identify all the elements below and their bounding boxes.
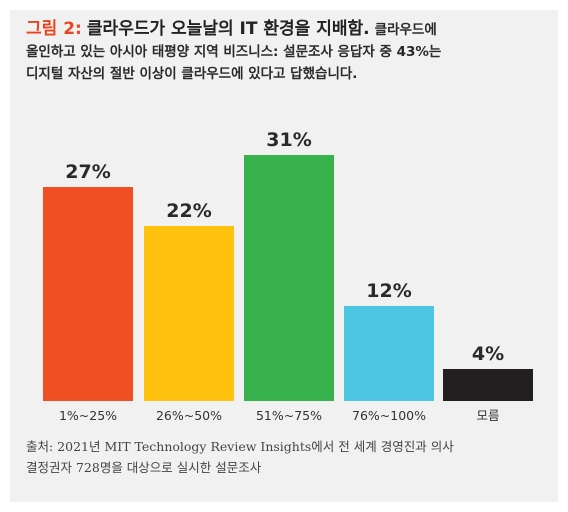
bar-5 [443,369,533,401]
figure-body-line-1: 클라우드에 [374,22,437,38]
data-label-5: 4% [472,343,504,365]
figure-title: 그림 2: 클라우드가 오늘날의 IT 환경을 지배함. 클라우드에 올인하고 … [26,18,526,85]
data-label-2: 22% [166,200,211,222]
category-label-5: 모름 [476,408,499,423]
source-line-2: 결정권자 728명을 대상으로 실시한 설문조사 [26,460,262,475]
category-label-3: 51%~75% [256,408,322,423]
bar-1 [43,187,133,401]
category-label-1: 1%~25% [59,408,117,423]
data-label-4: 12% [366,280,411,302]
bar-3 [244,155,334,401]
figure-body-line-3: 디지털 자산의 절반 이상이 클라우드에 있다고 답했습니다. [26,66,358,82]
title-line-1: 그림 2: 클라우드가 오늘날의 IT 환경을 지배함. 클라우드에 [26,18,526,41]
source-line-1: 출처: 2021년 MIT Technology Review Insights… [26,439,454,454]
data-label-3: 31% [266,129,311,151]
data-label-1: 27% [65,161,110,183]
category-label-4: 76%~100% [352,408,426,423]
bar-2 [144,226,234,401]
figure-body-line-2: 올인하고 있는 아시아 태평양 지역 비즈니스: 설문조사 응답자 중 43%는 [26,44,442,60]
figure-label: 그림 2: [26,19,82,39]
bar-4 [344,306,434,401]
figure-heading: 클라우드가 오늘날의 IT 환경을 지배함. [86,19,370,39]
category-label-2: 26%~50% [156,408,222,423]
source-note: 출처: 2021년 MIT Technology Review Insights… [26,436,536,478]
